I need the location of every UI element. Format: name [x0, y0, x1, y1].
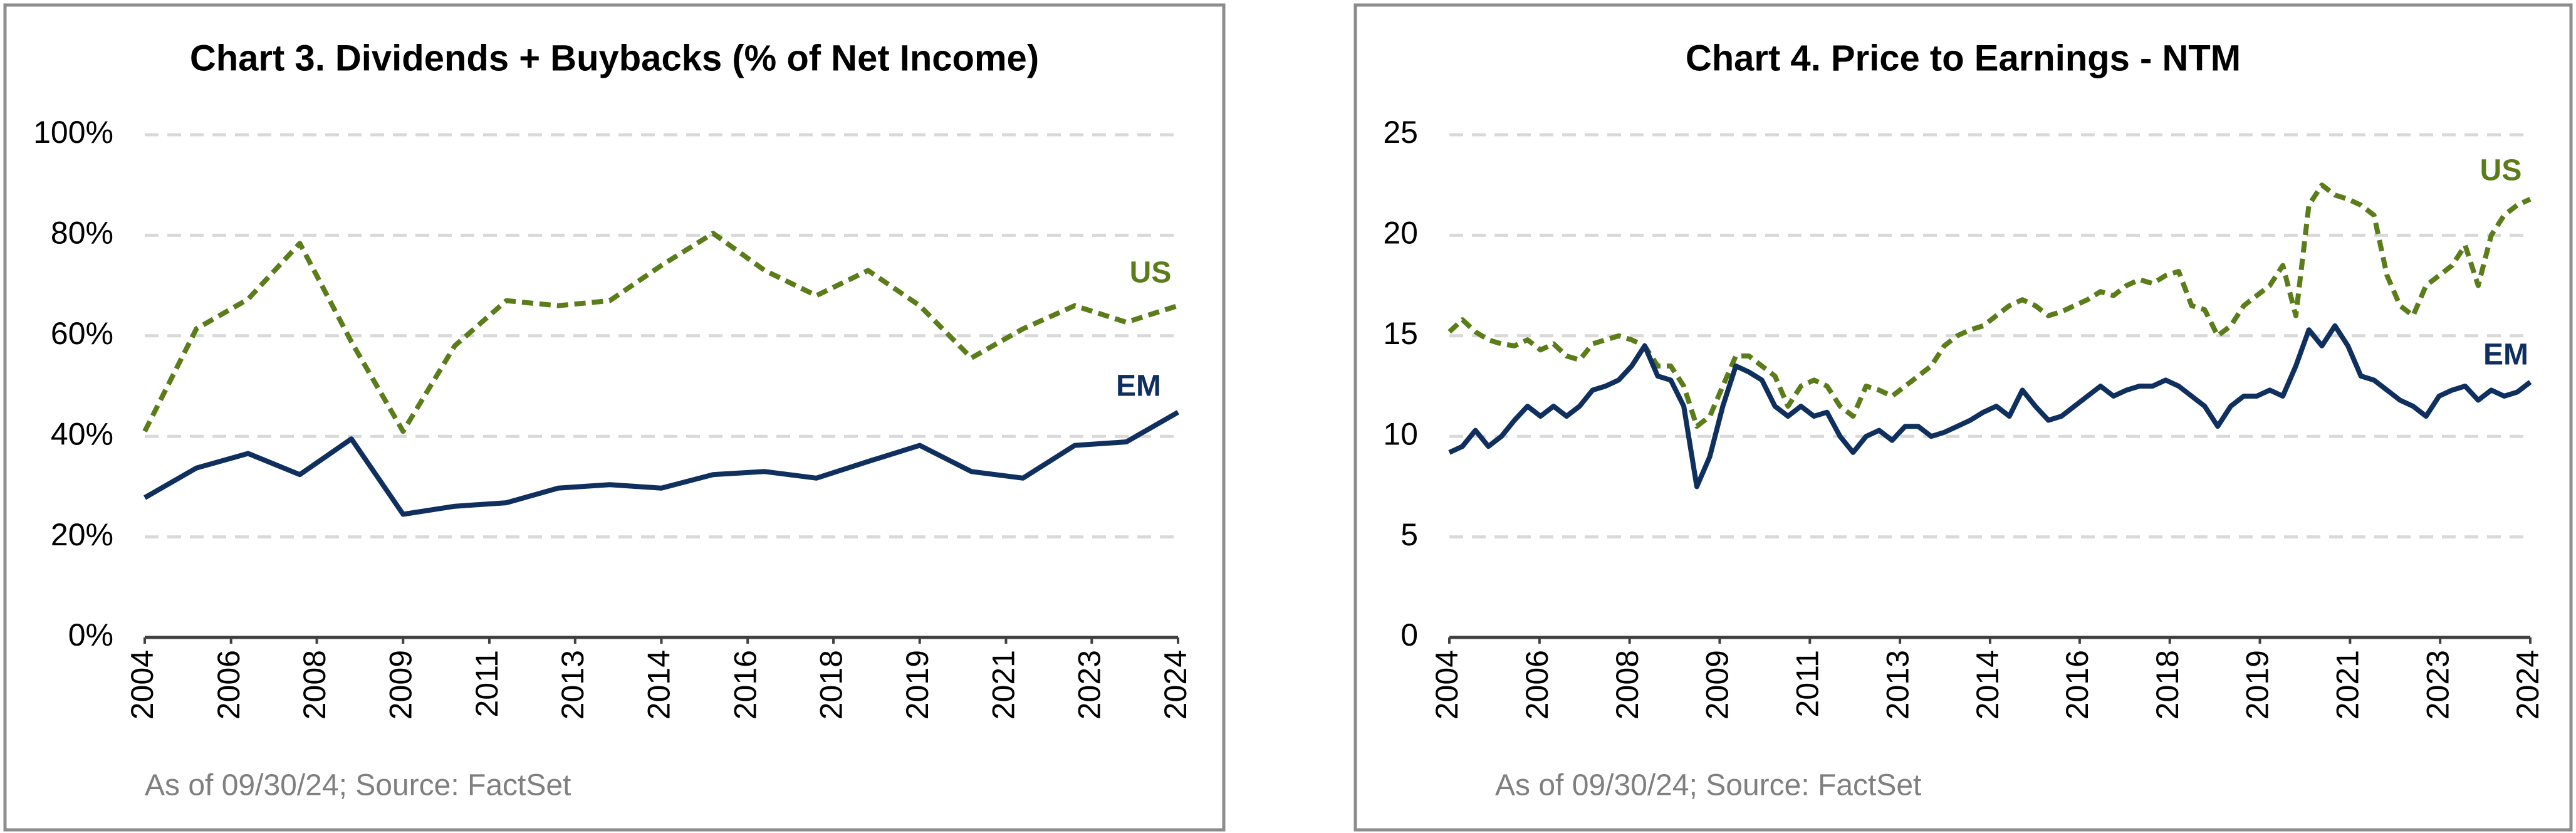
- series-label: EM: [2483, 338, 2528, 372]
- footnote: As of 09/30/24; Source: FactSet: [1495, 769, 1921, 802]
- x-tick-label: 2009: [1700, 650, 1735, 720]
- x-tick-label: 2006: [1520, 650, 1555, 720]
- series-label: US: [1130, 256, 1172, 290]
- x-tick-label: 2008: [1610, 650, 1645, 720]
- y-tick-label: 20: [1383, 216, 1418, 251]
- y-tick-label: 15: [1383, 316, 1418, 351]
- x-tick-label: 2014: [642, 650, 677, 720]
- x-tick-label: 2016: [727, 650, 763, 720]
- panel-border: [3, 3, 1226, 832]
- x-tick-label: 2006: [211, 650, 246, 720]
- y-tick-label: 40%: [51, 416, 113, 451]
- x-tick-label: 2021: [986, 650, 1021, 720]
- x-tick-label: 2011: [469, 650, 504, 718]
- chart-title: Chart 3. Dividends + Buybacks (% of Net …: [190, 38, 1039, 78]
- x-tick-label: 2013: [1880, 650, 1915, 720]
- x-tick-label: 2018: [813, 650, 848, 720]
- y-tick-label: 100%: [33, 115, 113, 150]
- y-tick-label: 25: [1383, 115, 1418, 150]
- x-tick-label: 2004: [1429, 650, 1464, 720]
- x-tick-label: 2018: [2150, 650, 2185, 720]
- x-tick-label: 2009: [383, 650, 418, 720]
- y-tick-label: 20%: [51, 517, 113, 552]
- series-label: EM: [1116, 370, 1161, 403]
- y-tick-label: 0%: [68, 617, 113, 652]
- chart-title: Chart 4. Price to Earnings - NTM: [1686, 38, 2241, 78]
- series-label: US: [2480, 154, 2522, 187]
- y-tick-label: 5: [1400, 517, 1418, 552]
- y-tick-label: 60%: [51, 316, 113, 351]
- x-tick-label: 2004: [125, 650, 160, 720]
- footnote: As of 09/30/24; Source: FactSet: [145, 769, 571, 802]
- x-tick-label: 2013: [555, 650, 590, 720]
- x-tick-label: 2019: [2240, 650, 2275, 720]
- x-tick-label: 2024: [1158, 650, 1193, 720]
- series-line: [143, 410, 1179, 517]
- series-line: [142, 231, 1179, 434]
- panel-border: [1353, 3, 2573, 832]
- x-tick-label: 2021: [2330, 650, 2365, 720]
- x-tick-label: 2008: [297, 650, 332, 720]
- x-tick-label: 2011: [1790, 650, 1825, 718]
- x-tick-label: 2019: [900, 650, 935, 720]
- x-tick-label: 2023: [1072, 650, 1107, 720]
- y-tick-label: 0: [1400, 617, 1418, 652]
- y-tick-label: 10: [1383, 416, 1418, 451]
- x-tick-label: 2016: [2060, 650, 2095, 720]
- series-line: [1447, 182, 2532, 429]
- x-tick-label: 2014: [1970, 650, 2005, 720]
- x-tick-label: 2024: [2510, 650, 2545, 720]
- x-tick-label: 2023: [2420, 650, 2455, 720]
- series-line: [1448, 323, 2532, 490]
- y-tick-label: 80%: [51, 216, 113, 251]
